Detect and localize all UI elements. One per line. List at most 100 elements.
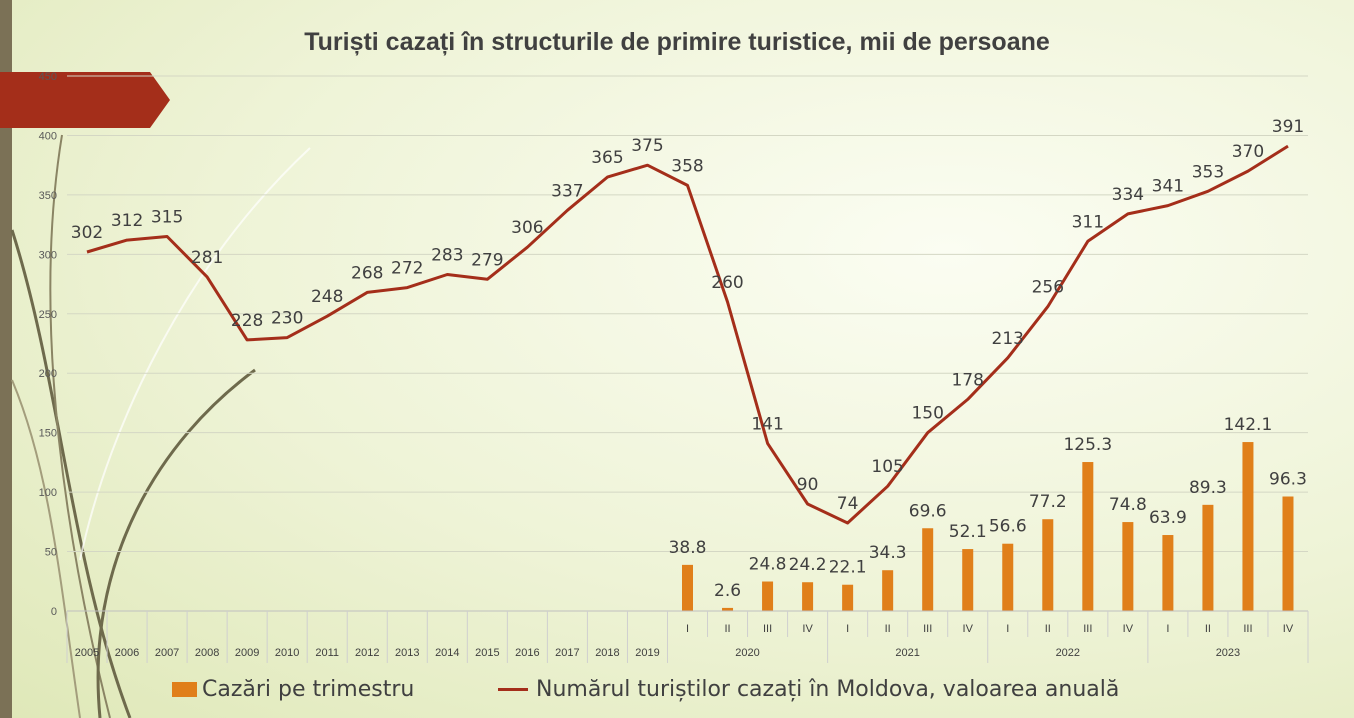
x-tick-label: I [1006, 623, 1009, 635]
line-data-label: 178 [951, 370, 983, 390]
x-tick-label: 2005 [75, 647, 99, 659]
line-data-label: 248 [311, 287, 343, 307]
bar [762, 581, 774, 611]
bar-data-label: 69.6 [909, 501, 947, 521]
bar [1162, 535, 1174, 611]
legend-item-line: Numărul turiștilor cazați în Moldova, va… [498, 672, 1119, 706]
bar-data-label: 63.9 [1149, 508, 1187, 528]
bar [1082, 462, 1094, 611]
x-tick-label: IV [802, 623, 813, 635]
bar [722, 607, 734, 611]
x-group-label: 2022 [1056, 647, 1080, 659]
line-data-label: 337 [551, 181, 583, 201]
x-tick-label: II [1045, 623, 1051, 635]
bar-data-label: 22.1 [829, 558, 867, 578]
line-data-label: 230 [271, 309, 303, 329]
swirl-line [79, 147, 311, 561]
x-tick-label: 2015 [475, 647, 499, 659]
y-tick-label: 0 [51, 606, 57, 618]
line-data-label: 279 [471, 250, 503, 270]
bar [682, 564, 693, 611]
y-tick-label: 400 [39, 130, 57, 142]
line-data-label: 370 [1232, 142, 1264, 162]
line-data-label: 315 [151, 208, 183, 228]
legend-bar-swatch [172, 681, 197, 697]
bar [842, 584, 854, 611]
line-data-label: 105 [871, 457, 903, 477]
line-data-label: 311 [1072, 212, 1104, 232]
line-data-label: 334 [1112, 185, 1144, 205]
x-tick-label: I [846, 623, 849, 635]
bar-data-label: 2.6 [714, 581, 741, 601]
line-data-label: 353 [1192, 162, 1224, 182]
chart-title: Turiști cazați în structurile de primire… [304, 28, 1050, 56]
swirl-line [49, 134, 111, 718]
line-data-label: 312 [111, 211, 143, 231]
line-data-label: 283 [431, 246, 463, 266]
line-data-label: 272 [391, 259, 423, 279]
line-data-label: 391 [1272, 117, 1304, 137]
line-data-label: 302 [71, 223, 103, 243]
bar-data-label: 142.1 [1224, 415, 1273, 435]
line-data-label: 306 [511, 218, 543, 238]
y-tick-label: 200 [39, 368, 57, 380]
bar [1122, 522, 1134, 611]
x-tick-label: I [686, 623, 689, 635]
x-group-label: 2021 [895, 647, 919, 659]
bar-data-label: 96.3 [1269, 470, 1307, 490]
bar-data-label: 89.3 [1189, 478, 1227, 498]
bar [1042, 519, 1054, 611]
legend-line-label: Numărul turiștilor cazați în Moldova, va… [536, 676, 1120, 702]
bar-data-label: 74.8 [1109, 495, 1147, 515]
y-tick-label: 250 [39, 309, 57, 321]
x-tick-label: 2018 [595, 647, 619, 659]
bar [922, 528, 934, 611]
swirl-line [10, 229, 132, 718]
bar [882, 570, 894, 611]
x-group-label: 2020 [735, 647, 759, 659]
x-tick-label: 2007 [155, 647, 179, 659]
left-decorative-bar [0, 0, 12, 718]
bar-data-label: 52.1 [949, 522, 987, 542]
bar-data-label: 77.2 [1029, 492, 1067, 512]
x-tick-label: 2017 [555, 647, 579, 659]
line-data-label: 365 [591, 148, 623, 168]
y-tick-label: 100 [39, 487, 57, 499]
x-tick-label: III [923, 623, 932, 635]
x-tick-label: III [763, 623, 772, 635]
y-tick-label: 150 [39, 428, 57, 440]
line-data-label: 90 [797, 475, 819, 495]
bar [1002, 543, 1014, 611]
bar-data-label: 24.2 [789, 555, 827, 575]
x-tick-label: IV [1283, 623, 1294, 635]
bar-data-label: 56.6 [989, 517, 1027, 537]
x-tick-label: III [1243, 623, 1252, 635]
line-data-label: 341 [1152, 177, 1184, 197]
decorative-swirl-lines-icon [10, 134, 311, 718]
x-tick-label: 2019 [635, 647, 659, 659]
y-tick-label: 350 [39, 190, 57, 202]
line-data-label: 228 [231, 311, 263, 331]
x-tick-label: 2010 [275, 647, 299, 659]
x-group-label: 2023 [1216, 647, 1240, 659]
legend-bar-label: Cazări pe trimestru [202, 676, 415, 702]
bar [1202, 504, 1214, 611]
swirl-line [11, 379, 81, 718]
bar-data-label: 125.3 [1063, 435, 1112, 455]
bar-data-label: 34.3 [869, 543, 907, 563]
line-data-label: 74 [837, 494, 859, 514]
x-tick-label: 2012 [355, 647, 379, 659]
x-tick-label: II [885, 623, 891, 635]
bar [962, 549, 974, 611]
line-data-label: 260 [711, 273, 743, 293]
bar-data-label: 24.8 [749, 555, 787, 575]
legend-line-swatch [498, 687, 528, 691]
line-data-label: 150 [911, 404, 943, 424]
red-arrow-banner-icon [0, 72, 170, 128]
x-tick-label: II [724, 623, 730, 635]
bar [802, 582, 814, 611]
bar [1282, 496, 1294, 611]
line-data-label: 281 [191, 248, 223, 268]
swirl-line [96, 368, 256, 718]
